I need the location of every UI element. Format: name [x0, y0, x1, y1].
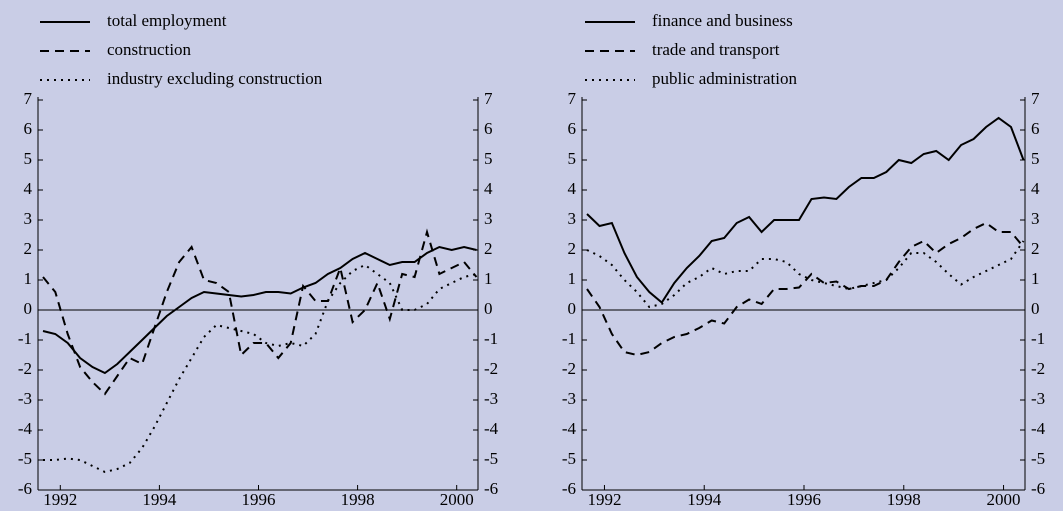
x-tick-label: 1998	[341, 490, 375, 509]
y-tick-label: -3	[18, 389, 32, 408]
y-tick-label: -2	[562, 359, 576, 378]
line-series	[586, 116, 1025, 304]
y-tick-label: -1	[484, 329, 498, 348]
y-tick-label: -5	[1031, 449, 1045, 468]
y-tick-label: 7	[24, 89, 33, 108]
legend-label: finance and business	[652, 11, 793, 30]
y-tick-label: 4	[484, 179, 493, 198]
x-tick-label: 1996	[787, 490, 821, 509]
y-tick-label: 6	[568, 119, 577, 138]
legend-label: public administration	[652, 69, 797, 88]
y-tick-label: -4	[562, 419, 577, 438]
line-series	[586, 240, 1025, 309]
y-tick-label: -1	[18, 329, 32, 348]
y-tick-label: -6	[484, 479, 498, 498]
y-tick-label: 3	[568, 209, 577, 228]
y-tick-label: -3	[1031, 389, 1045, 408]
y-tick-label: 2	[568, 239, 577, 258]
y-tick-label: 7	[568, 89, 577, 108]
y-tick-label: 0	[1031, 299, 1040, 318]
line-series	[43, 263, 477, 474]
y-tick-label: -1	[562, 329, 576, 348]
y-tick-label: 4	[1031, 179, 1040, 198]
legend-label: trade and transport	[652, 40, 780, 59]
legend-label: construction	[107, 40, 192, 59]
y-tick-label: -5	[18, 449, 32, 468]
y-tick-label: -2	[484, 359, 498, 378]
y-tick-label: -6	[18, 479, 32, 498]
y-tick-label: -4	[1031, 419, 1046, 438]
y-tick-label: 2	[1031, 239, 1040, 258]
y-tick-label: 3	[24, 209, 33, 228]
y-tick-label: 6	[484, 119, 493, 138]
y-tick-label: 3	[1031, 209, 1040, 228]
y-tick-label: -2	[18, 359, 32, 378]
y-tick-label: 1	[1031, 269, 1040, 288]
y-tick-label: 1	[484, 269, 493, 288]
y-tick-label: -4	[18, 419, 33, 438]
y-tick-label: -3	[562, 389, 576, 408]
y-tick-label: 0	[568, 299, 577, 318]
y-tick-label: -2	[1031, 359, 1045, 378]
x-tick-label: 1992	[43, 490, 77, 509]
x-tick-label: 1998	[887, 490, 921, 509]
y-tick-label: -3	[484, 389, 498, 408]
line-series	[586, 221, 1025, 357]
x-tick-label: 2000	[987, 490, 1021, 509]
y-tick-label: 3	[484, 209, 493, 228]
y-tick-label: 5	[568, 149, 577, 168]
x-tick-label: 1996	[241, 490, 275, 509]
y-tick-label: 4	[24, 179, 33, 198]
y-tick-label: 0	[24, 299, 33, 318]
y-tick-label: 5	[24, 149, 33, 168]
y-tick-label: 7	[484, 89, 493, 108]
y-tick-label: -6	[1031, 479, 1045, 498]
y-tick-label: 4	[568, 179, 577, 198]
y-tick-label: 6	[1031, 119, 1040, 138]
y-tick-label: 5	[1031, 149, 1040, 168]
y-tick-label: 0	[484, 299, 493, 318]
legend-label: total employment	[107, 11, 227, 30]
y-tick-label: -6	[562, 479, 576, 498]
y-tick-label: 2	[484, 239, 493, 258]
line-series	[42, 245, 477, 375]
y-tick-label: 1	[568, 269, 577, 288]
y-tick-label: -1	[1031, 329, 1045, 348]
y-tick-label: 5	[484, 149, 493, 168]
x-tick-label: 1992	[587, 490, 621, 509]
y-tick-label: -5	[562, 449, 576, 468]
y-tick-label: 7	[1031, 89, 1040, 108]
x-tick-label: 1994	[687, 490, 722, 509]
legend-label: industry excluding construction	[107, 69, 323, 88]
y-tick-label: -5	[484, 449, 498, 468]
y-tick-label: -4	[484, 419, 499, 438]
y-tick-label: 1	[24, 269, 33, 288]
y-tick-label: 2	[24, 239, 33, 258]
x-tick-label: 2000	[440, 490, 474, 509]
line-series	[42, 228, 478, 396]
y-tick-label: 6	[24, 119, 33, 138]
x-tick-label: 1994	[142, 490, 177, 509]
